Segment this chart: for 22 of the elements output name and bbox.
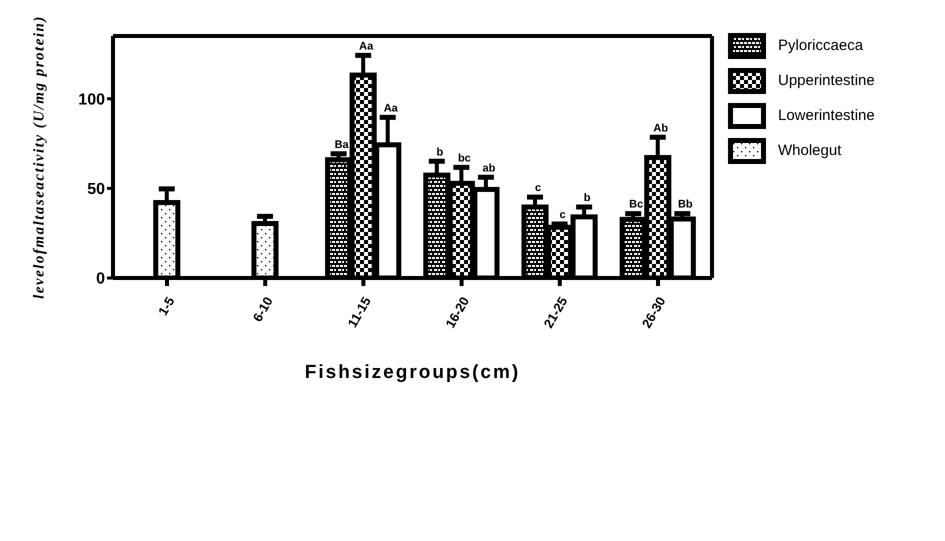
- y-tick-label: 100: [78, 91, 106, 108]
- x-tick-label: 1-5: [155, 294, 178, 318]
- legend-label: Pyloriccaeca: [778, 37, 864, 54]
- annotation: Aa: [384, 102, 399, 114]
- annotation: c: [560, 209, 566, 222]
- annotation: Bb: [678, 198, 693, 211]
- annotation: bc: [458, 152, 471, 164]
- x-axis-title: Fishsizegroups(cm): [304, 362, 520, 383]
- y-axis-title: levelofmaltaseactivity (U/mg protein): [31, 15, 48, 299]
- annotation: ab: [482, 162, 496, 174]
- annotation: Aa: [359, 40, 374, 52]
- annotation: b: [436, 146, 444, 158]
- annotation: c: [534, 182, 542, 194]
- annotation: Bc: [629, 198, 644, 211]
- legend-label: Wholegut: [778, 142, 842, 159]
- y-tick-label: 50: [87, 181, 106, 198]
- legend-label: Lowerintestine: [778, 107, 875, 124]
- annotation: Ba: [334, 138, 350, 151]
- annotation: b: [584, 192, 591, 204]
- annotation: Ab: [653, 122, 668, 134]
- legend-label: Upperintestine: [778, 72, 875, 89]
- y-tick-label: 0: [96, 270, 106, 288]
